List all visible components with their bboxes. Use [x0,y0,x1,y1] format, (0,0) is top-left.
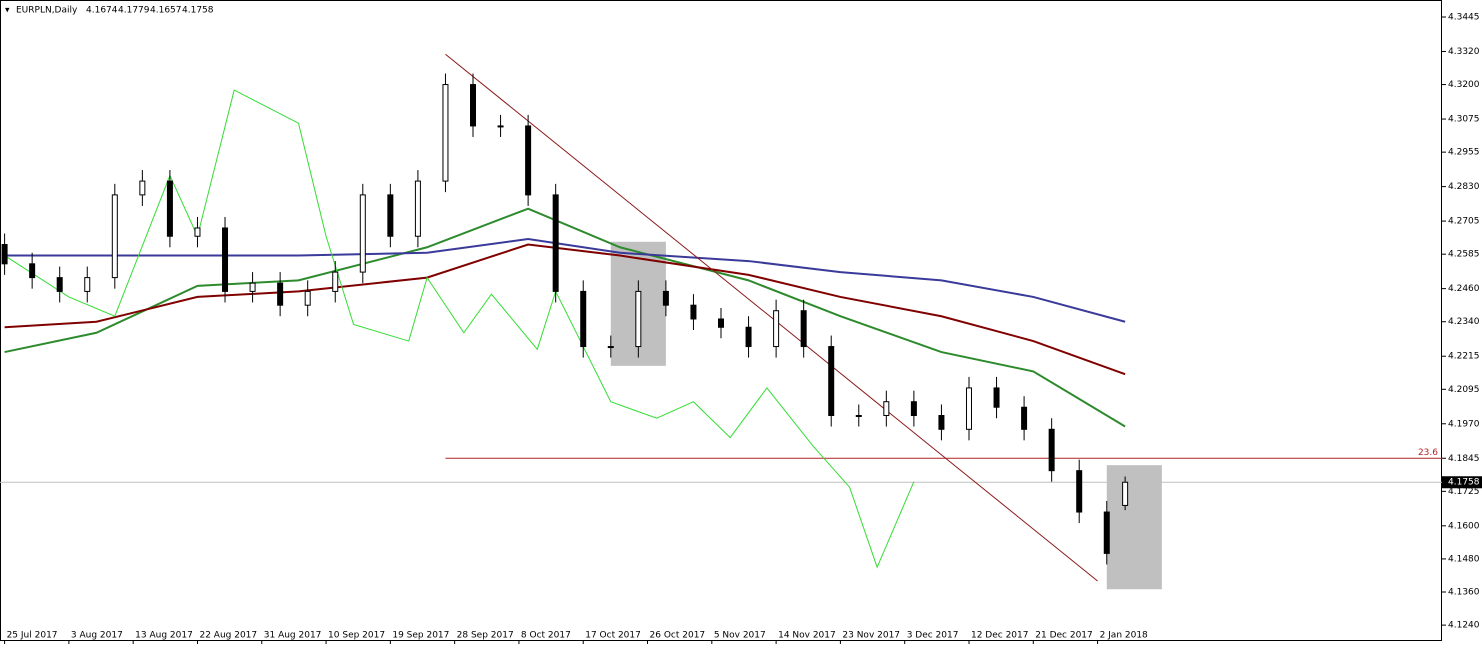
y-tick-label: 4.1970 [1448,419,1480,429]
candle-body [56,277,63,292]
candle-body [1,244,8,265]
candle-body [635,290,642,348]
candle-body [111,194,118,279]
indicator-line [4,89,915,569]
zone [1106,465,1162,590]
x-tick-label: 28 Sep 2017 [457,631,514,641]
header-low: 4.1657 [150,6,182,16]
candle-body [662,290,669,306]
y-tick-label: 4.3200 [1448,80,1480,90]
y-tick-label: 4.2955 [1448,148,1480,158]
candle-body [718,318,724,328]
x-tick-label: 26 Oct 2017 [650,631,706,641]
x-tick-label: 23 Nov 2017 [842,631,900,641]
y-tick-label: 4.2705 [1448,217,1480,227]
candle-body [222,227,229,292]
candle-body [1048,428,1055,472]
candle-body [470,84,477,127]
y-tick-label: 4.1600 [1448,521,1480,531]
x-tick-label: 5 Nov 2017 [714,631,766,641]
candle-body [414,180,421,237]
candle-body [277,282,284,306]
candle-body [1076,470,1083,513]
y-tick-label: 4.2095 [1448,385,1480,395]
candle-body [773,310,780,348]
candle-body [29,263,36,279]
y-tick-label: 4.2460 [1448,284,1480,294]
candle-body [800,310,807,348]
candle-body [883,401,890,417]
y-tick-label: 4.2585 [1448,250,1480,260]
candle-body [249,282,256,292]
candle-body [1103,511,1110,554]
header-close: 4.1758 [182,6,214,16]
x-tick-label: 31 Aug 2017 [264,631,322,641]
candle-body [855,415,862,418]
y-tick-label: 4.2340 [1448,317,1480,327]
x-tick-label: 13 Aug 2017 [135,631,193,641]
candle-body [580,290,587,348]
fibo-label: 23.6 [1418,448,1438,458]
y-tick-label: 4.3075 [1448,115,1480,125]
x-tick-label: 2 Jan 2018 [1100,631,1148,641]
candle-body [332,271,339,292]
symbol-caret: ▾ [5,6,10,16]
x-tick-label: 8 Oct 2017 [521,631,571,641]
x-tick-label: 22 Aug 2017 [199,631,257,641]
last-price-label: 4.1758 [1448,478,1480,488]
header-open: 4.1674 [86,6,118,16]
candle-body [1021,406,1028,430]
x-tick-label: 12 Dec 2017 [971,631,1029,641]
y-tick-label: 4.1240 [1448,621,1480,631]
x-tick-label: 17 Oct 2017 [585,631,641,641]
y-tick-label: 4.3320 [1448,47,1480,57]
x-tick-label: 3 Aug 2017 [71,631,123,641]
candle-body [359,194,366,273]
y-tick-label: 4.2830 [1448,182,1480,192]
candle-body [84,277,91,292]
candle-body [993,387,1000,408]
candle-body [166,180,173,237]
y-tick-label: 4.1725 [1448,487,1480,497]
y-tick-label: 4.1845 [1448,454,1480,464]
x-tick-label: 19 Sep 2017 [392,631,449,641]
candle-body [525,125,532,196]
candle-body [965,387,972,430]
candle-body [304,290,311,306]
x-tick-label: 3 Dec 2017 [907,631,959,641]
candle-body [938,415,945,430]
y-tick-label: 4.1480 [1448,554,1480,564]
candle-body [607,346,614,349]
candle-body [910,401,917,417]
candle-body [690,304,697,320]
x-tick-label: 25 Jul 2017 [7,631,58,641]
chart-title: EURPLN,Daily [16,6,78,16]
candle-body [552,194,559,292]
y-tick-label: 4.3445 [1448,12,1480,22]
indicator-line [4,243,1126,376]
indicator-line [4,237,1126,323]
indicator-line [4,207,1126,428]
trend-line [445,53,1098,582]
candle-body [497,125,504,128]
candle-body [442,84,449,182]
last-price-box [1442,476,1482,489]
y-tick-label: 4.1360 [1448,588,1480,598]
x-tick-label: 10 Sep 2017 [328,631,385,641]
candle-body [1122,481,1129,506]
candle-body [194,227,201,237]
candle-body [387,194,394,237]
header-high: 4.1779 [118,6,150,16]
candle-body [828,346,835,417]
x-tick-label: 14 Nov 2017 [778,631,836,641]
candle-body [745,326,752,348]
x-tick-label: 21 Dec 2017 [1035,631,1093,641]
candle-body [139,180,146,196]
y-tick-label: 4.2215 [1448,352,1480,362]
